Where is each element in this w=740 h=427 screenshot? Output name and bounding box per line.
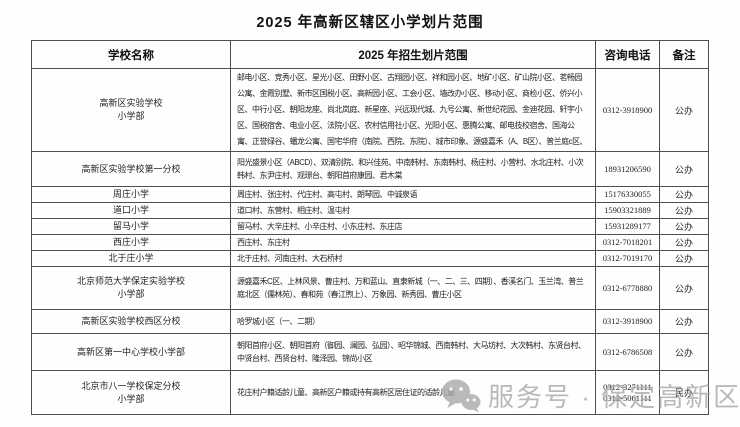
range-cell: 朝阳首府小区、朝阳首府（御园、澜园、弘园）、昭华锦城、西南韩村、大马坊村、大次韩…	[230, 333, 596, 371]
phone-cell: 0312-6786508	[595, 333, 660, 371]
range-text: 邮电小区、竞秀小区、星光小区、田野小区、古翔园小区、祥和园小区、地矿小区、矿山院…	[237, 73, 588, 146]
school-name-cell: 周庄小学	[31, 186, 231, 203]
school-name-cell: 高新区实验学校西区分校	[31, 309, 231, 334]
table-row: 北京师范大学保定实验学校 小学部 源盛嘉禾C区、上林风景、曹庄村、万和蓝山、直隶…	[31, 266, 709, 310]
phone-cell: 0312-3271111 0312-5061111	[595, 370, 660, 415]
range-cell: 邮电小区、竞秀小区、星光小区、田野小区、古翔园小区、祥和园小区、地矿小区、矿山院…	[230, 68, 596, 152]
school-name-cell: 高新区实验学校 小学部	[31, 68, 231, 152]
note-cell: 公办	[659, 68, 709, 152]
note-cell: 公办	[659, 218, 709, 235]
phone-cell: 18931206590	[595, 151, 660, 187]
col-header-note: 备注	[659, 40, 709, 69]
range-cell: 哈罗城小区（一、二期）	[230, 309, 596, 334]
table-row: 留马小学 留马村、大辛庄村、小辛庄村、小东庄村、东庄店 15931289177 …	[31, 218, 709, 235]
phone-cell: 0312-6778880	[595, 266, 660, 310]
col-header-phone: 咨询电话	[595, 40, 660, 69]
table-row: 高新区实验学校西区分校 哈罗城小区（一、二期） 0312-3918900 公办	[31, 309, 709, 334]
school-district-table: 学校名称 2025 年招生划片范围 咨询电话 备注 高新区实验学校 小学部 邮电…	[31, 40, 709, 415]
note-cell: 公办	[659, 151, 709, 187]
school-name-cell: 北于庄小学	[31, 250, 231, 267]
range-text: 源盛嘉禾C区、上林风景、曹庄村、万和蓝山、直隶新城（一、二、三、四期）、香溪名门…	[237, 277, 584, 299]
note-cell: 公办	[659, 234, 709, 251]
page-title: 2025 年高新区辖区小学划片范围	[256, 15, 484, 31]
phone-cell: 15931289177	[595, 218, 660, 235]
phone-cell: 0312-3918900	[595, 309, 660, 334]
phone-cell: 0312-3918900	[595, 68, 660, 152]
table-row: 北京市八一学校保定分校 小学部 花庄村户籍适龄儿童、高新区户籍或持有高新区居住证…	[31, 370, 709, 415]
table-row: 高新区第一中心学校小学部 朝阳首府小区、朝阳首府（御园、澜园、弘园）、昭华锦城、…	[31, 333, 709, 371]
note-cell: 公办	[659, 266, 709, 310]
school-name-cell: 北京市八一学校保定分校 小学部	[31, 370, 231, 415]
school-name-cell: 高新区实验学校第一分校	[31, 151, 231, 187]
range-cell: 道口村、东营村、相庄村、温屯村	[230, 202, 596, 219]
range-text: 周庄村、张庄村、代庄村、高屯村、朗琴园、中诚泉语	[237, 190, 418, 199]
range-text: 西庄村、东庄村	[237, 238, 290, 247]
range-text: 朝阳首府小区、朝阳首府（御园、澜园、弘园）、昭华锦城、西南韩村、大马坊村、大次韩…	[237, 341, 586, 363]
range-cell: 花庄村户籍适龄儿童、高新区户籍或持有高新区居住证的适龄儿童	[230, 370, 596, 415]
school-name-cell: 西庄小学	[31, 234, 231, 251]
range-cell: 西庄村、东庄村	[230, 234, 596, 251]
document-page: 2025 年高新区辖区小学划片范围 学校名称 2025 年招生划片范围 咨询电话…	[0, 11, 740, 415]
col-header-school-name: 学校名称	[31, 40, 231, 69]
col-header-range: 2025 年招生划片范围	[230, 40, 596, 69]
note-cell: 公办	[659, 250, 709, 267]
note-cell: 公办	[659, 333, 709, 371]
note-cell: 公办	[659, 186, 709, 203]
range-text: 阳光盛景小区（ABCD）、双清别院、和兴佳苑、中南韩村、东南韩村、杨庄村、小营村…	[237, 158, 584, 180]
range-text: 哈罗城小区（一、二期）	[237, 317, 320, 326]
table-row: 周庄小学 周庄村、张庄村、代庄村、高屯村、朗琴园、中诚泉语 1517633005…	[31, 186, 709, 203]
school-name-cell: 道口小学	[31, 202, 231, 219]
range-cell: 源盛嘉禾C区、上林风景、曹庄村、万和蓝山、直隶新城（一、二、三、四期）、香溪名门…	[230, 266, 596, 310]
note-cell: 公办	[659, 309, 709, 334]
note-cell: 民办	[659, 370, 709, 415]
note-cell: 公办	[659, 202, 709, 219]
range-text: 道口村、东营村、相庄村、温屯村	[237, 206, 350, 215]
range-text: 留马村、大辛庄村、小辛庄村、小东庄村、东庄店	[237, 222, 403, 231]
range-cell: 北于庄村、河南庄村、大石桥村	[230, 250, 596, 267]
range-cell: 留马村、大辛庄村、小辛庄村、小东庄村、东庄店	[230, 218, 596, 235]
school-name-cell: 高新区第一中心学校小学部	[31, 333, 231, 371]
table-row: 高新区实验学校第一分校 阳光盛景小区（ABCD）、双清别院、和兴佳苑、中南韩村、…	[31, 151, 709, 187]
table-row: 高新区实验学校 小学部 邮电小区、竞秀小区、星光小区、田野小区、古翔园小区、祥和…	[31, 68, 709, 152]
range-text: 花庄村户籍适龄儿童、高新区户籍或持有高新区居住证的适龄儿童	[237, 388, 455, 397]
range-cell: 阳光盛景小区（ABCD）、双清别院、和兴佳苑、中南韩村、东南韩村、杨庄村、小营村…	[230, 151, 596, 187]
phone-cell: 0312-7019170	[595, 250, 660, 267]
table-row: 道口小学 道口村、东营村、相庄村、温屯村 15903321889 公办	[31, 202, 709, 219]
school-name-cell: 留马小学	[31, 218, 231, 235]
table-row: 北于庄小学 北于庄村、河南庄村、大石桥村 0312-7019170 公办	[31, 250, 709, 267]
table-row: 西庄小学 西庄村、东庄村 0312-7018201 公办	[31, 234, 709, 251]
phone-cell: 15176330055	[595, 186, 660, 203]
range-text: 北于庄村、河南庄村、大石桥村	[237, 254, 343, 263]
school-name-cell: 北京师范大学保定实验学校 小学部	[31, 266, 231, 310]
phone-cell: 0312-7018201	[595, 234, 660, 251]
range-cell: 周庄村、张庄村、代庄村、高屯村、朗琴园、中诚泉语	[230, 186, 596, 203]
table-header-row: 学校名称 2025 年招生划片范围 咨询电话 备注	[31, 40, 709, 69]
phone-cell: 15903321889	[595, 202, 660, 219]
